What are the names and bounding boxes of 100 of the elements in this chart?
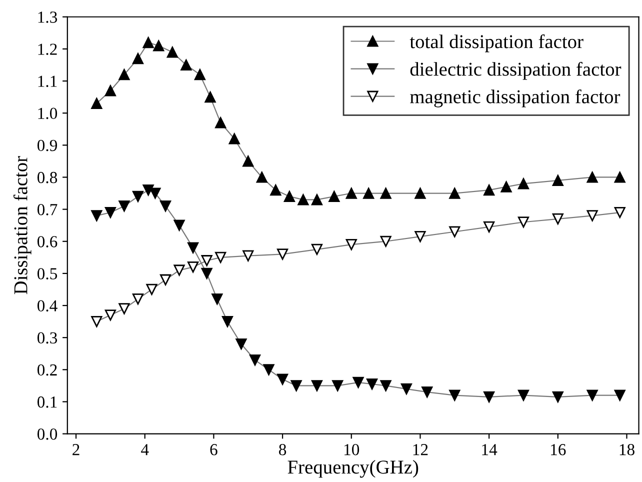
point bbox=[204, 91, 216, 103]
point bbox=[160, 200, 172, 212]
point bbox=[311, 380, 323, 392]
point bbox=[150, 188, 161, 199]
x-tick-label: 10 bbox=[344, 444, 360, 456]
point bbox=[91, 98, 102, 110]
point bbox=[346, 239, 357, 250]
y-tick-label: 0.7 bbox=[37, 204, 58, 216]
point bbox=[212, 294, 223, 305]
x-tick-label: 2 bbox=[72, 444, 80, 456]
x-tick-label: 6 bbox=[210, 444, 218, 456]
point bbox=[215, 252, 226, 263]
point bbox=[201, 268, 212, 279]
point bbox=[263, 364, 274, 376]
point bbox=[363, 188, 374, 199]
point bbox=[118, 69, 130, 80]
point bbox=[614, 206, 626, 218]
y-tick-label: 0.4 bbox=[37, 300, 58, 312]
point bbox=[484, 184, 495, 196]
point bbox=[586, 172, 598, 183]
point bbox=[552, 174, 564, 186]
y-tick-label: 0.0 bbox=[37, 428, 58, 440]
point bbox=[132, 294, 144, 305]
x-tick-label: 4 bbox=[141, 444, 149, 456]
point bbox=[187, 242, 199, 254]
point bbox=[153, 40, 164, 52]
y-tick-label: 0.6 bbox=[37, 236, 58, 248]
point bbox=[228, 133, 240, 144]
point bbox=[242, 250, 254, 262]
point bbox=[91, 210, 102, 222]
point bbox=[298, 194, 309, 206]
legend-label: magnetic dissipation factor bbox=[410, 89, 620, 108]
x-tick-label: 12 bbox=[413, 444, 428, 456]
point bbox=[484, 391, 495, 402]
x-tick-label: 16 bbox=[551, 444, 566, 456]
y-tick-label: 1.0 bbox=[38, 108, 58, 120]
point bbox=[256, 172, 268, 183]
point bbox=[552, 213, 564, 224]
y-axis-title: Dissipation factor bbox=[13, 156, 32, 294]
point bbox=[414, 188, 426, 199]
point bbox=[215, 117, 226, 128]
point bbox=[222, 316, 234, 328]
point bbox=[290, 380, 302, 392]
x-axis-title: Frequency(GHz) bbox=[288, 460, 418, 478]
point bbox=[174, 220, 185, 231]
point bbox=[194, 69, 206, 80]
point bbox=[236, 338, 247, 350]
point bbox=[104, 206, 116, 218]
point bbox=[449, 390, 460, 401]
y-tick-label: 0.8 bbox=[37, 172, 58, 184]
point bbox=[586, 390, 598, 401]
point bbox=[104, 85, 116, 96]
point bbox=[346, 188, 357, 199]
point bbox=[146, 284, 158, 296]
point bbox=[380, 380, 392, 392]
point bbox=[500, 181, 512, 192]
x-tick-label: 14 bbox=[482, 444, 498, 456]
point bbox=[118, 303, 130, 314]
point bbox=[174, 264, 185, 276]
legend-label: dielectric dissipation factor bbox=[410, 62, 622, 80]
point bbox=[242, 156, 254, 167]
point bbox=[132, 190, 144, 202]
point bbox=[311, 194, 323, 206]
legend-label: total dissipation factor bbox=[410, 34, 584, 52]
point bbox=[484, 221, 495, 232]
point bbox=[132, 53, 144, 64]
point bbox=[518, 216, 530, 228]
point bbox=[332, 380, 344, 392]
point bbox=[160, 274, 172, 286]
point bbox=[91, 316, 102, 328]
point bbox=[414, 231, 426, 242]
point bbox=[276, 248, 288, 260]
point bbox=[249, 354, 261, 366]
y-tick-label: 1.3 bbox=[38, 12, 58, 23]
y-tick-label: 0.1 bbox=[37, 396, 57, 408]
point bbox=[104, 310, 116, 321]
point bbox=[614, 390, 626, 401]
y-tick-label: 0.5 bbox=[37, 268, 58, 280]
y-tick-label: 1.1 bbox=[38, 76, 57, 88]
point bbox=[352, 376, 364, 388]
point bbox=[422, 386, 433, 398]
point bbox=[449, 226, 460, 238]
point bbox=[284, 190, 295, 202]
point bbox=[400, 383, 412, 394]
point bbox=[311, 244, 323, 255]
point bbox=[380, 188, 392, 199]
y-tick-label: 0.2 bbox=[37, 364, 57, 376]
point bbox=[142, 36, 154, 48]
point bbox=[518, 178, 530, 190]
point bbox=[142, 184, 154, 196]
point bbox=[276, 374, 288, 385]
point bbox=[586, 210, 598, 222]
point bbox=[449, 188, 460, 199]
point bbox=[118, 200, 130, 212]
x-tick-label: 18 bbox=[620, 444, 634, 456]
point bbox=[201, 255, 212, 266]
point bbox=[270, 184, 282, 196]
x-tick-label: 8 bbox=[279, 444, 286, 456]
point bbox=[180, 59, 192, 71]
y-tick-label: 1.2 bbox=[38, 44, 57, 55]
